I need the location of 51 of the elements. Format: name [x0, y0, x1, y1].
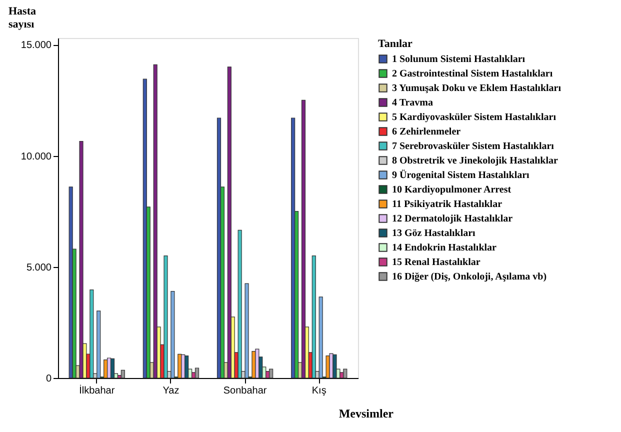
bar [227, 66, 232, 378]
y-tick-label: 0 [46, 374, 52, 384]
legend-label: 9 Ürogenital Sistem Hastalıkları [392, 169, 530, 181]
bar [340, 372, 344, 378]
bar [96, 310, 101, 378]
bar [238, 230, 242, 378]
legend-label: 15 Renal Hastalıklar [392, 257, 481, 268]
legend-label: 6 Zehirlenmeler [392, 126, 462, 138]
bar [269, 368, 274, 378]
legend-title: Tanılar [378, 38, 413, 50]
bar [343, 368, 348, 378]
x-tick-label: İlkbahar [79, 384, 116, 396]
legend-label: 1 Solunum Sistemi Hastalıkları [392, 54, 526, 65]
y-tick-label: 5.000 [26, 262, 52, 274]
y-tick-label: 15.000 [20, 40, 52, 52]
bar [153, 64, 158, 378]
bar [244, 283, 249, 378]
bar [301, 100, 306, 378]
legend-label: 12 Dermatolojik Hastalıklar [392, 214, 514, 224]
bar [170, 291, 175, 378]
legend-label: 7 Serebrovasküler Sistem Hastalıkları [392, 141, 554, 152]
x-tick-label: Yaz [162, 386, 180, 396]
bar [164, 255, 168, 378]
bar [255, 348, 260, 378]
legend-label: 8 Obstretrik ve Jinekolojik Hastalıklar [392, 156, 558, 166]
legend-label: 3 Yumuşak Doku ve Eklem Hastalıkları [392, 83, 562, 94]
legend-label: 11 Psikiyatrik Hastalıklar [392, 199, 503, 210]
x-tick-label: Sonbahar [223, 386, 268, 396]
x-axis-title: Mevsimler [338, 406, 394, 420]
x-tick-label: Kış [312, 386, 326, 396]
legend-label: 2 Gastrointestinal Sistem Hastalıkları [392, 68, 553, 80]
legend-label: 4 Travma [392, 98, 434, 108]
bar [90, 289, 94, 378]
legend-label: 13 Göz Hastalıkları [392, 228, 476, 239]
legend-label: 5 Kardiyovasküler Sistem Hastalıkları [392, 112, 556, 123]
legend-label: 14 Endokrin Hastalıklar [392, 242, 498, 254]
bar [312, 255, 316, 378]
bar [110, 358, 115, 378]
bar [79, 141, 84, 378]
bar [68, 186, 73, 378]
bar [194, 368, 200, 378]
bar [120, 370, 125, 378]
bar [142, 78, 147, 378]
legend-label: 10 Kardiyopulmoner Arrest [392, 184, 512, 196]
legend-label: 16 Diğer (Diş, Onkoloji, Aşılama vb) [392, 272, 547, 282]
bar [184, 355, 189, 378]
bar [332, 354, 337, 378]
y-tick-label: 10.000 [20, 151, 52, 162]
y-axis-title: Hasta sayısı [8, 6, 36, 30]
bar [291, 118, 296, 378]
bar [318, 296, 323, 378]
